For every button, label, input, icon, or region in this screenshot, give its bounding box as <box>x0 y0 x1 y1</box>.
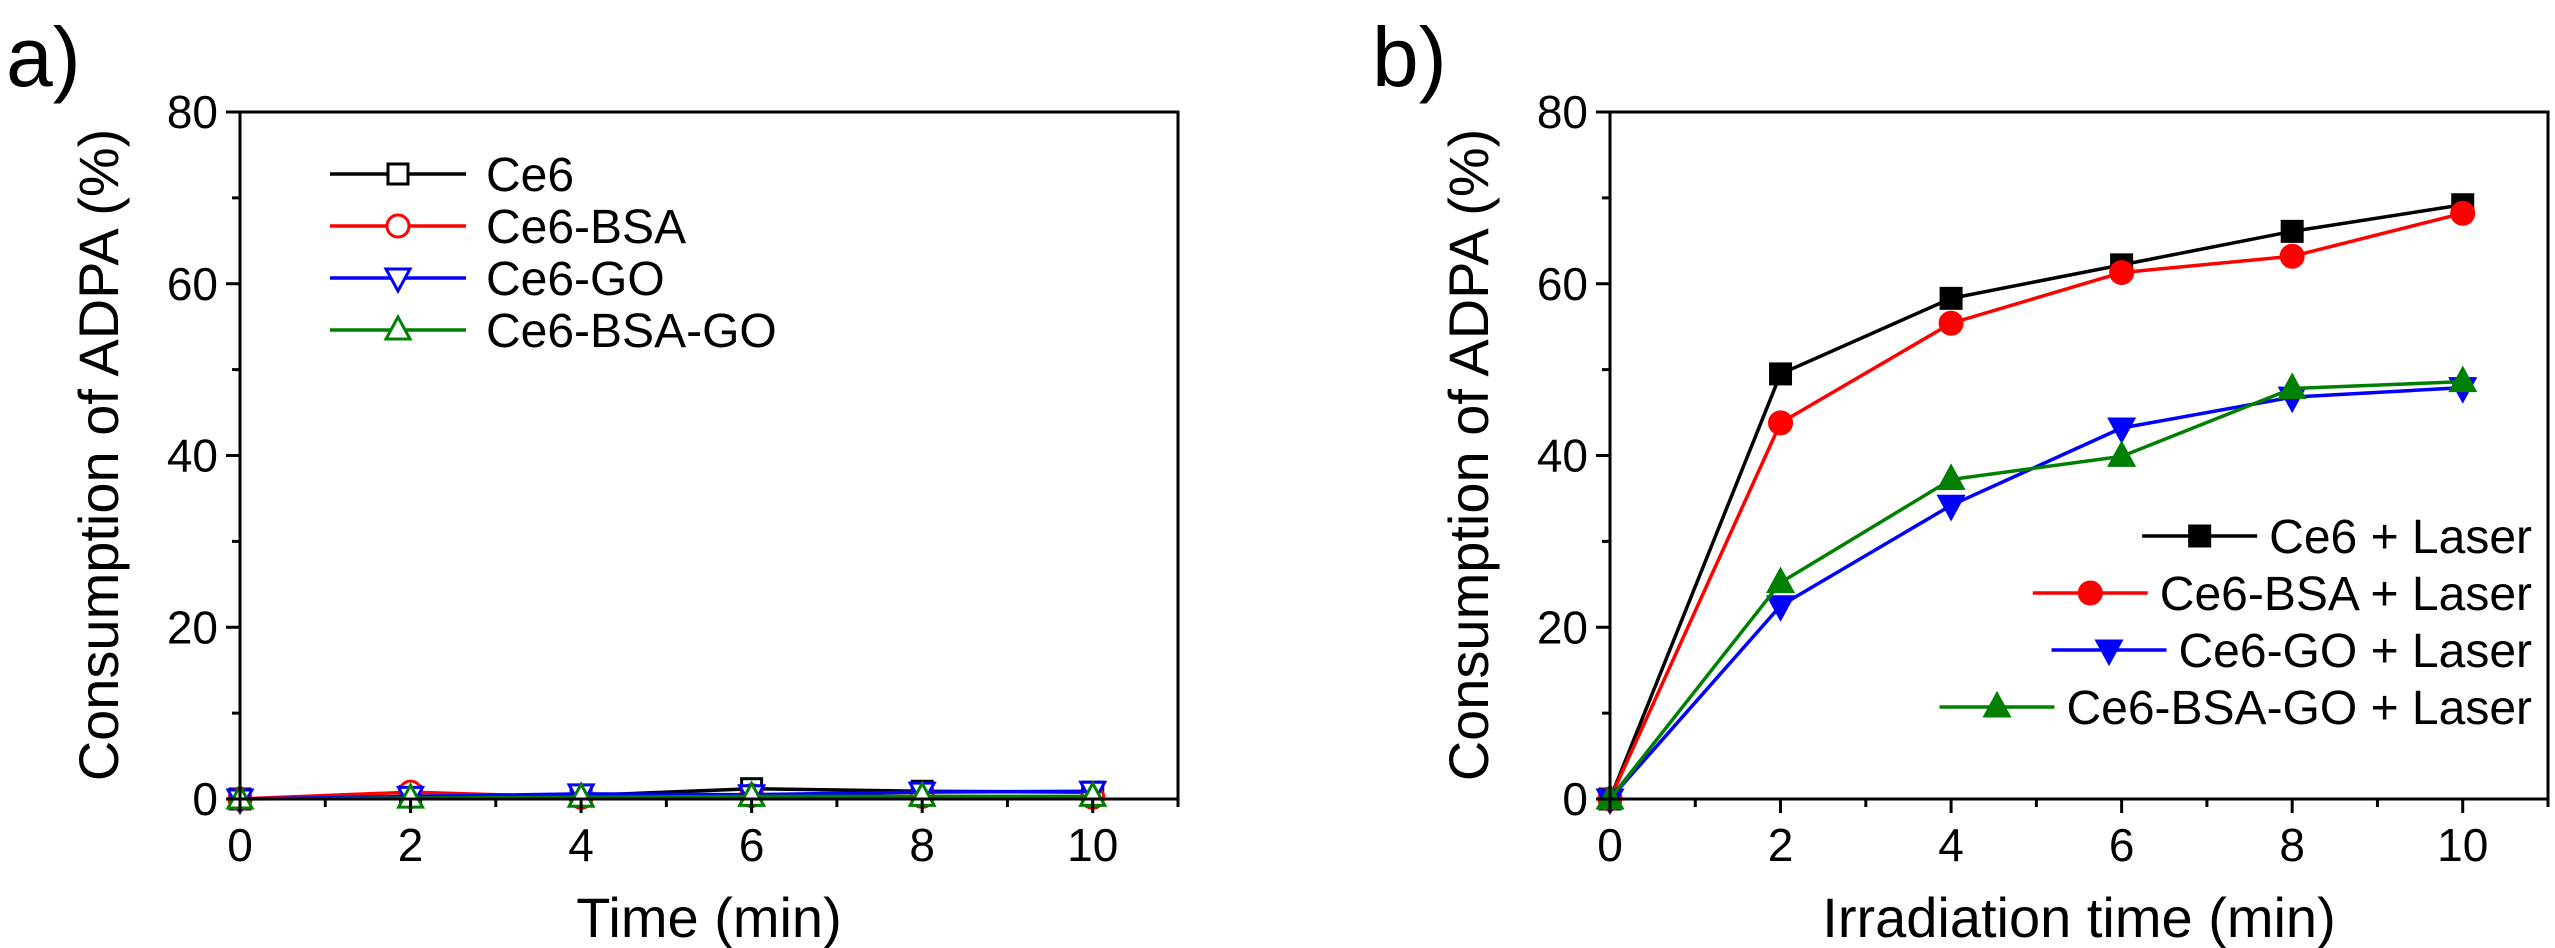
legend-marker <box>383 267 413 295</box>
legend-marker <box>385 213 411 239</box>
legend-marker <box>2077 580 2103 606</box>
legend-label: Ce6-BSA + Laser <box>2160 568 2532 621</box>
x-tick-label: 8 <box>909 819 935 871</box>
y-tick-label: 0 <box>192 773 218 825</box>
y-tick-label: 40 <box>167 430 218 482</box>
x-tick-label: 4 <box>1938 819 1964 871</box>
data-point <box>1939 286 1963 310</box>
data-point <box>1766 595 1796 622</box>
legend-entry: Ce6-BSA-GO + Laser <box>1939 682 2532 735</box>
legend-marker <box>2094 639 2124 667</box>
x-tick-label: 2 <box>1768 819 1794 871</box>
x-tick-label: 6 <box>2109 819 2135 871</box>
series-line <box>1608 203 2463 800</box>
panel-a-y-axis-label: Consumption of ADPA (%) <box>67 129 130 782</box>
legend-label: Ce6 + Laser <box>2269 511 2532 564</box>
panel-a-axes-frame <box>238 110 1180 801</box>
x-tick-label: 4 <box>568 819 594 871</box>
data-point <box>2109 260 2135 286</box>
y-tick-label: 60 <box>167 258 218 310</box>
legend-label: Ce6-GO + Laser <box>2179 625 2533 678</box>
panel-a-x-axis-label: Time (min) <box>576 886 841 948</box>
y-tick-label: 80 <box>1537 86 1588 138</box>
legend-label: Ce6-BSA <box>486 201 686 254</box>
y-tick-label: 20 <box>1537 601 1588 653</box>
x-tick-label: 10 <box>1067 819 1118 871</box>
panel-b-label: b) <box>1372 10 1447 104</box>
panel-a: a) 0 2 4 6 8 10 0 20 40 60 80 Time (min) Consumpt… <box>6 10 1180 948</box>
legend-entry: Ce6-BSA-GO <box>330 305 777 358</box>
panel-a-plot <box>225 777 1108 816</box>
data-point <box>2448 365 2478 393</box>
panel-b-x-axis-label: Irradiation time (min) <box>1822 886 2335 948</box>
y-tick-label: 40 <box>1537 430 1588 482</box>
legend-entry: Ce6 <box>330 149 574 202</box>
data-point <box>2450 200 2476 226</box>
data-point <box>2280 219 2304 243</box>
data-point <box>1768 410 1794 436</box>
panel-b-y-ticks: 0 20 40 60 80 <box>1537 86 1610 825</box>
panel-b-y-axis-label: Consumption of ADPA (%) <box>1437 129 1500 782</box>
data-point <box>1936 463 1966 491</box>
panel-a-y-ticks: 0 20 40 60 80 <box>167 86 240 825</box>
y-tick-label: 60 <box>1537 258 1588 310</box>
panel-b: b) 0 2 4 6 8 10 0 20 40 60 80 Irradiation time (m… <box>1372 10 2550 948</box>
x-tick-label: 0 <box>1597 819 1623 871</box>
panel-b-plot <box>1595 193 2478 816</box>
data-point <box>1936 494 1966 522</box>
y-tick-label: 80 <box>167 86 218 138</box>
data-point <box>1769 362 1793 386</box>
panel-a-x-ticks: 0 2 4 6 8 10 <box>227 799 1180 871</box>
x-tick-label: 8 <box>2279 819 2305 871</box>
legend-marker <box>1982 690 2012 718</box>
legend-entry: Ce6-BSA <box>330 201 686 254</box>
data-point <box>2107 440 2137 467</box>
legend-entry: Ce6 + Laser <box>2142 511 2532 564</box>
legend-marker <box>383 313 413 341</box>
y-tick-label: 0 <box>1562 773 1588 825</box>
panel-b-x-ticks: 0 2 4 6 8 10 <box>1597 799 2550 871</box>
x-tick-label: 2 <box>398 819 424 871</box>
legend-entry: Ce6-BSA + Laser <box>2032 568 2532 621</box>
data-point <box>2279 243 2305 269</box>
legend-marker <box>2188 524 2212 548</box>
legend-marker <box>386 162 410 186</box>
legend-entry: Ce6-GO + Laser <box>2051 625 2533 678</box>
x-tick-label: 6 <box>739 819 765 871</box>
legend-label: Ce6-GO <box>486 253 665 306</box>
data-point <box>1938 310 1964 336</box>
x-tick-label: 10 <box>2437 819 2488 871</box>
x-tick-label: 0 <box>227 819 253 871</box>
series-line <box>1608 379 2463 801</box>
series-line <box>1608 211 2464 800</box>
legend-entry: Ce6-GO <box>330 253 665 306</box>
legend-label: Ce6 <box>486 149 574 202</box>
panel-a-label: a) <box>6 10 81 104</box>
legend-label: Ce6-BSA-GO + Laser <box>2066 682 2532 735</box>
data-point <box>1766 566 1796 594</box>
legend-label: Ce6-BSA-GO <box>486 305 777 358</box>
y-tick-label: 20 <box>167 601 218 653</box>
data-point <box>2277 372 2307 400</box>
data-point <box>2107 417 2137 445</box>
